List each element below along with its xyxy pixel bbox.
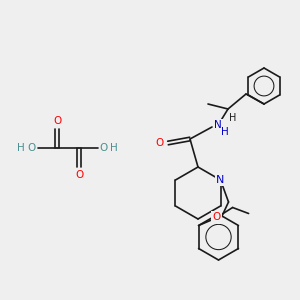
Text: H: H	[110, 143, 118, 153]
Text: H: H	[229, 113, 237, 123]
Text: N: N	[216, 175, 225, 185]
Text: O: O	[75, 170, 83, 180]
Text: O: O	[156, 138, 164, 148]
Text: N: N	[214, 120, 222, 130]
Text: O: O	[53, 116, 61, 126]
Text: H: H	[17, 143, 25, 153]
Text: O: O	[212, 212, 221, 223]
Text: O: O	[100, 143, 108, 153]
Text: O: O	[27, 143, 35, 153]
Text: H: H	[221, 127, 229, 137]
